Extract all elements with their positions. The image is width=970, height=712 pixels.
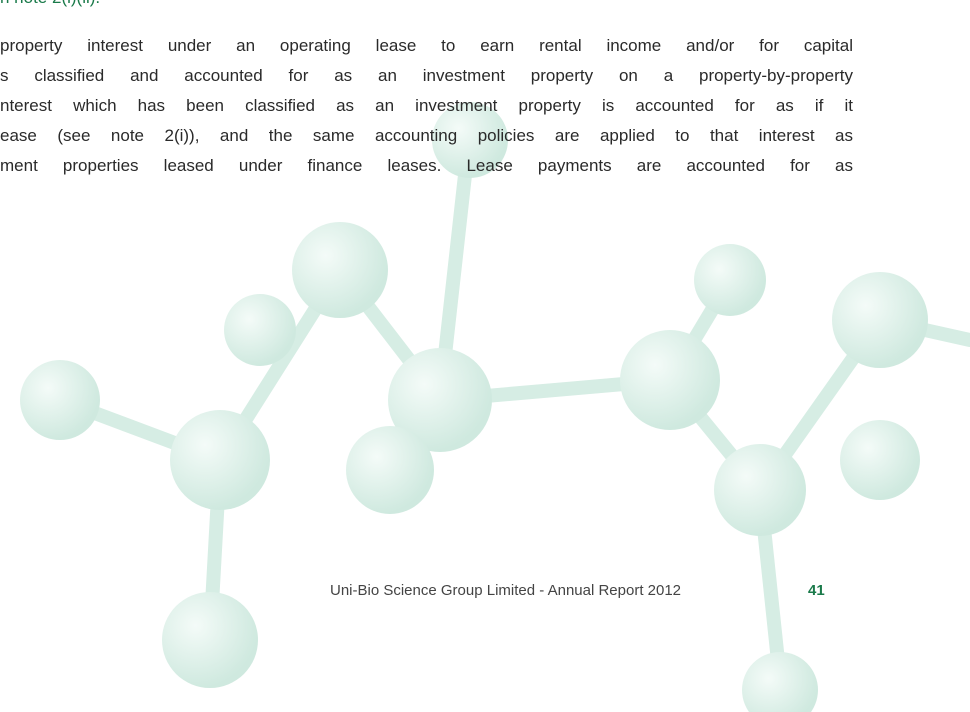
text-fragment: n note 2(i)(ii). [0,0,100,8]
paragraph-line: property interest under an operating lea… [0,36,853,55]
paragraph-line: ease (see note 2(i)), and the same accou… [0,126,853,145]
paragraph-line: nterest which has been classified as an … [0,96,853,115]
page-number: 41 [808,582,825,599]
paragraph-line: s classified and accounted for as an inv… [0,66,853,85]
footer-text: Uni-Bio Science Group Limited - Annual R… [330,582,682,599]
paragraph-line: ment properties leased under finance lea… [0,156,853,175]
